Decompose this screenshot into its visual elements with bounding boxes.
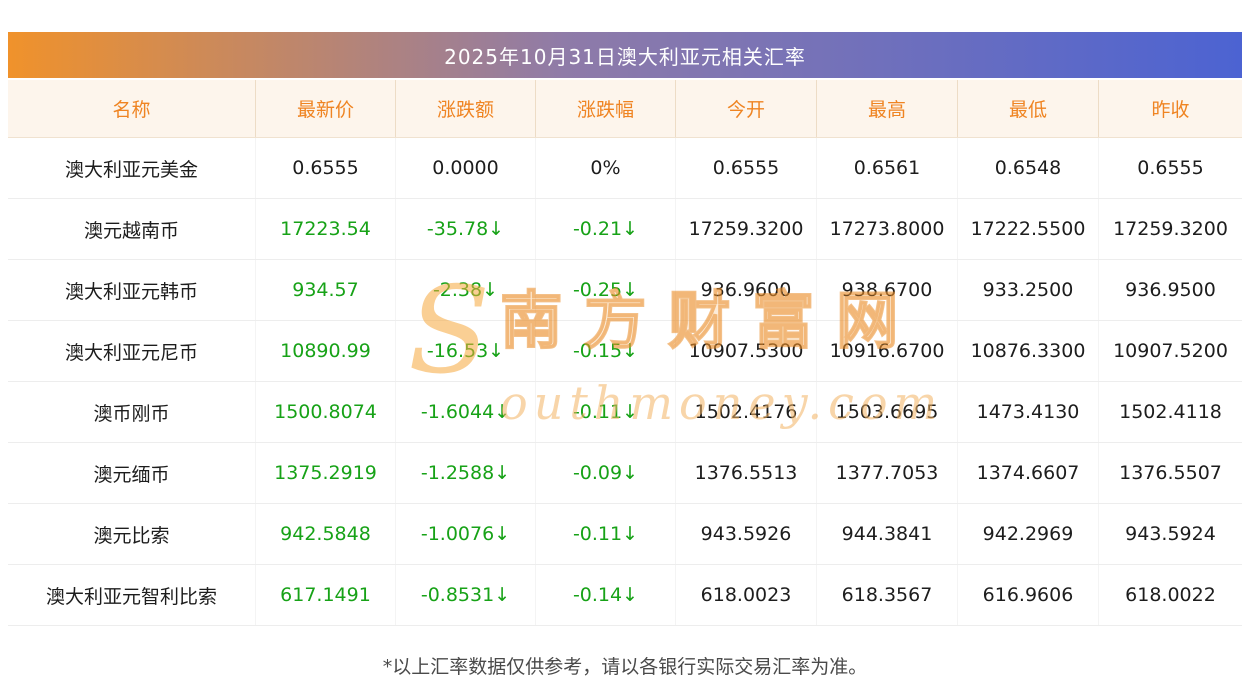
cell-name: 澳币刚币: [8, 382, 256, 442]
cell-pct: -0.09↓: [536, 443, 676, 503]
column-header: 今开: [676, 80, 817, 137]
cell-prev: 10907.5200: [1113, 340, 1228, 362]
table-row: 澳大利亚元韩币 934.57 -2.38↓ -0.25↓ 936.9600 938.670…: [8, 260, 1242, 321]
cell-high: 0.6561: [817, 138, 958, 198]
cell-open: 936.9600: [676, 260, 817, 320]
cell-low: 1473.4130: [958, 382, 1099, 442]
cell-open: 10907.5300: [676, 321, 817, 381]
cell-latest: 1500.8074: [256, 382, 396, 442]
cell-latest: 10890.99: [256, 321, 396, 381]
disclaimer-text: *以上汇率数据仅供参考，请以各银行实际交易汇率为准。: [382, 656, 868, 678]
cell-latest: 0.6555: [256, 138, 396, 198]
cell-high: 938.6700: [817, 260, 958, 320]
cell-open: 0.6555: [676, 138, 817, 198]
cell-change: -0.8531↓: [396, 565, 536, 625]
column-header: 名称: [8, 80, 256, 137]
cell-high: 10916.6700: [817, 321, 958, 381]
cell-latest: 1375.2919: [256, 443, 396, 503]
cell-latest: 934.57: [256, 260, 396, 320]
cell-prev: 943.5924: [1125, 523, 1216, 545]
cell-name: 澳元比索: [8, 504, 256, 564]
table-row: 澳大利亚元智利比索 617.1491 -0.8531↓ -0.14↓ 618.0023 6…: [8, 565, 1242, 626]
exchange-rate-table: 名称 最新价 涨跌额 涨跌幅 今开 最高 最低 昨收 澳大利亚元美金 0.6555 0.0000 0…: [8, 80, 1242, 626]
cell-open: 1502.4176: [676, 382, 817, 442]
table-row: 澳大利亚元美金 0.6555 0.0000 0% 0.6555 0.6561 0.6548 0…: [8, 138, 1242, 199]
cell-high: 1377.7053: [817, 443, 958, 503]
cell-high: 1503.6695: [817, 382, 958, 442]
cell-open: 618.0023: [676, 565, 817, 625]
cell-pct: -0.14↓: [536, 565, 676, 625]
table-header: 名称 最新价 涨跌额 涨跌幅 今开 最高 最低 昨收: [8, 80, 1242, 138]
cell-prev: 17259.3200: [1113, 218, 1228, 240]
cell-latest: 942.5848: [256, 504, 396, 564]
cell-high: 17273.8000: [817, 199, 958, 259]
cell-low: 0.6548: [958, 138, 1099, 198]
cell-name: 澳大利亚元美金: [8, 138, 256, 198]
table-row: 澳元比索 942.5848 -1.0076↓ -0.11↓ 943.5926 944.38…: [8, 504, 1242, 565]
cell-low: 933.2500: [958, 260, 1099, 320]
cell-change: -2.38↓: [396, 260, 536, 320]
column-header: 最新价: [256, 80, 396, 137]
cell-name: 澳大利亚元智利比索: [8, 565, 256, 625]
cell-open: 943.5926: [676, 504, 817, 564]
cell-name: 澳元越南币: [8, 199, 256, 259]
table-row: 澳币刚币 1500.8074 -1.6044↓ -0.11↓ 1502.4176 1503…: [8, 382, 1242, 443]
cell-pct: -0.25↓: [536, 260, 676, 320]
cell-change: -1.6044↓: [396, 382, 536, 442]
page-title: 2025年10月31日澳大利亚元相关汇率: [8, 32, 1242, 78]
cell-prev: 618.0022: [1125, 584, 1216, 606]
column-header: 最高: [817, 80, 958, 137]
cell-latest: 617.1491: [256, 565, 396, 625]
cell-open: 1376.5513: [676, 443, 817, 503]
cell-prev: 936.9500: [1125, 279, 1216, 301]
cell-low: 942.2969: [958, 504, 1099, 564]
cell-name: 澳大利亚元尼币: [8, 321, 256, 381]
cell-pct: -0.21↓: [536, 199, 676, 259]
cell-change: -35.78↓: [396, 199, 536, 259]
cell-low: 10876.3300: [958, 321, 1099, 381]
cell-change: -1.0076↓: [396, 504, 536, 564]
cell-pct: -0.11↓: [536, 504, 676, 564]
column-header: 涨跌幅: [536, 80, 676, 137]
table-row: 澳元越南币 17223.54 -35.78↓ -0.21↓ 17259.3200 1727…: [8, 199, 1242, 260]
cell-change: 0.0000: [396, 138, 536, 198]
cell-name: 澳元缅币: [8, 443, 256, 503]
cell-prev: 0.6555: [1137, 157, 1204, 179]
column-header: 涨跌额: [396, 80, 536, 137]
cell-high: 618.3567: [817, 565, 958, 625]
cell-low: 1374.6607: [958, 443, 1099, 503]
cell-name: 澳大利亚元韩币: [8, 260, 256, 320]
column-header: 最低: [958, 80, 1099, 137]
cell-latest: 17223.54: [256, 199, 396, 259]
table-row: 澳大利亚元尼币 10890.99 -16.53↓ -0.15↓ 10907.5300 10…: [8, 321, 1242, 382]
cell-high: 944.3841: [817, 504, 958, 564]
cell-open: 17259.3200: [676, 199, 817, 259]
table-row: 澳元缅币 1375.2919 -1.2588↓ -0.09↓ 1376.5513 1377…: [8, 443, 1242, 504]
cell-pct: -0.11↓: [536, 382, 676, 442]
cell-pct: -0.15↓: [536, 321, 676, 381]
cell-low: 616.9606: [958, 565, 1099, 625]
cell-pct: 0%: [536, 138, 676, 198]
cell-change: -16.53↓: [396, 321, 536, 381]
cell-low: 17222.5500: [958, 199, 1099, 259]
cell-prev: 1376.5507: [1119, 462, 1222, 484]
cell-prev: 1502.4118: [1119, 401, 1222, 423]
table-body: 澳大利亚元美金 0.6555 0.0000 0% 0.6555 0.6561 0.6548 0…: [8, 138, 1242, 626]
cell-change: -1.2588↓: [396, 443, 536, 503]
column-header: 昨收: [1151, 99, 1190, 121]
